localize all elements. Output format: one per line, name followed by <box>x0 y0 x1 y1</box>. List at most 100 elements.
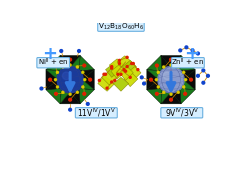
Circle shape <box>157 71 160 74</box>
Text: +: + <box>184 45 199 63</box>
Polygon shape <box>70 70 94 80</box>
Polygon shape <box>60 56 70 80</box>
Circle shape <box>162 91 165 94</box>
Circle shape <box>81 71 84 74</box>
Circle shape <box>83 92 86 95</box>
Circle shape <box>111 66 113 68</box>
Circle shape <box>69 64 72 67</box>
Text: $\mathrm{V_{12}B_{18}O_{60}H_6}$: $\mathrm{V_{12}B_{18}O_{60}H_6}$ <box>98 21 144 32</box>
Polygon shape <box>105 64 121 77</box>
Circle shape <box>156 92 158 95</box>
Circle shape <box>78 50 80 52</box>
Text: $9\mathrm{V^{IV}/3V^{V}}$: $9\mathrm{V^{IV}/3V^{V}}$ <box>165 107 199 119</box>
Circle shape <box>125 70 126 72</box>
Circle shape <box>61 65 64 69</box>
Text: $11\mathrm{V^{IV}/1V^{V}}$: $11\mathrm{V^{IV}/1V^{V}}$ <box>77 107 116 119</box>
Polygon shape <box>180 56 195 71</box>
Circle shape <box>69 93 72 96</box>
Polygon shape <box>124 73 138 87</box>
Circle shape <box>191 49 194 52</box>
Circle shape <box>169 64 173 67</box>
Polygon shape <box>70 80 80 104</box>
Circle shape <box>69 108 72 111</box>
Circle shape <box>126 56 128 58</box>
Polygon shape <box>102 71 117 85</box>
Polygon shape <box>110 59 124 73</box>
Polygon shape <box>171 80 181 104</box>
Circle shape <box>179 49 182 52</box>
Circle shape <box>117 73 119 75</box>
Polygon shape <box>180 88 195 104</box>
Text: +: + <box>43 45 58 63</box>
Polygon shape <box>127 67 141 81</box>
Circle shape <box>83 64 86 67</box>
Circle shape <box>55 92 57 95</box>
Circle shape <box>155 78 158 81</box>
Circle shape <box>49 78 51 81</box>
FancyBboxPatch shape <box>37 58 70 68</box>
Circle shape <box>184 78 187 81</box>
Polygon shape <box>171 56 181 80</box>
Polygon shape <box>98 76 115 91</box>
Circle shape <box>197 74 199 77</box>
Circle shape <box>182 71 185 74</box>
Circle shape <box>132 63 134 64</box>
Polygon shape <box>147 80 171 90</box>
Circle shape <box>184 64 186 67</box>
Polygon shape <box>147 70 171 80</box>
Polygon shape <box>46 70 70 80</box>
Circle shape <box>190 78 192 81</box>
Circle shape <box>86 103 89 105</box>
Circle shape <box>129 76 131 78</box>
Circle shape <box>111 81 113 83</box>
Circle shape <box>156 64 158 67</box>
Circle shape <box>177 65 180 69</box>
Circle shape <box>57 67 83 93</box>
Polygon shape <box>46 80 70 90</box>
Polygon shape <box>79 56 94 71</box>
Circle shape <box>111 67 113 69</box>
Polygon shape <box>147 88 162 104</box>
Circle shape <box>105 73 106 75</box>
Polygon shape <box>147 56 162 71</box>
Circle shape <box>55 64 57 67</box>
Polygon shape <box>119 67 133 81</box>
Circle shape <box>56 85 59 88</box>
Polygon shape <box>60 80 70 104</box>
Polygon shape <box>82 70 94 90</box>
FancyBboxPatch shape <box>161 108 203 118</box>
Polygon shape <box>46 88 61 104</box>
Circle shape <box>184 92 186 95</box>
Polygon shape <box>70 56 80 80</box>
Polygon shape <box>113 77 129 91</box>
Circle shape <box>206 74 209 77</box>
Circle shape <box>150 78 152 81</box>
Circle shape <box>40 87 43 90</box>
Circle shape <box>158 67 184 93</box>
FancyBboxPatch shape <box>172 58 204 68</box>
Circle shape <box>170 58 172 61</box>
FancyBboxPatch shape <box>75 108 117 118</box>
Circle shape <box>182 85 185 88</box>
Polygon shape <box>79 88 94 104</box>
Circle shape <box>98 79 100 81</box>
Circle shape <box>61 91 64 94</box>
Polygon shape <box>161 56 171 80</box>
Circle shape <box>114 79 116 81</box>
Circle shape <box>202 81 205 84</box>
Circle shape <box>83 78 86 81</box>
Polygon shape <box>171 70 195 80</box>
Circle shape <box>54 78 57 81</box>
Circle shape <box>126 66 128 68</box>
Polygon shape <box>46 70 58 90</box>
Circle shape <box>106 87 108 89</box>
FancyBboxPatch shape <box>98 22 144 31</box>
Polygon shape <box>183 70 195 90</box>
Circle shape <box>177 91 180 94</box>
Circle shape <box>163 72 171 80</box>
Circle shape <box>76 91 79 94</box>
Circle shape <box>170 98 172 101</box>
Circle shape <box>118 63 120 64</box>
Circle shape <box>89 78 92 81</box>
Circle shape <box>69 58 72 61</box>
